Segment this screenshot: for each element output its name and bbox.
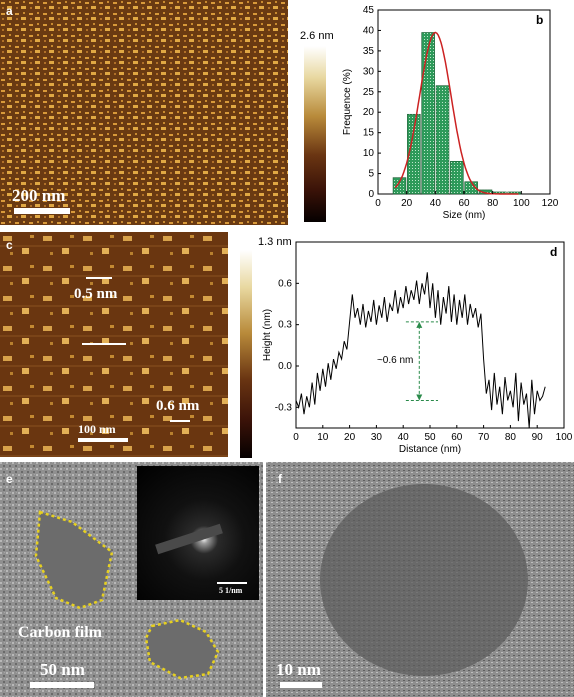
panel-letter-d: d (550, 245, 557, 259)
scale-label-f: 10 nm (276, 660, 321, 679)
x-tick-label-d: 10 (317, 432, 329, 443)
x-tick-label-b: 40 (430, 198, 442, 209)
beam-stop (155, 523, 223, 555)
histogram-bar (407, 113, 421, 195)
y-tick-label-b: 45 (363, 5, 375, 16)
y-tick-label-d: 0.6 (278, 278, 292, 289)
scale-bar-f (280, 682, 322, 688)
x-tick-label-b: 0 (375, 198, 381, 209)
carbon-film-label: Carbon film (18, 624, 102, 641)
inset-scale-bar (217, 582, 247, 584)
x-tick-label-b: 100 (513, 198, 530, 209)
x-tick-label-d: 30 (371, 432, 383, 443)
histogram-bar (450, 160, 464, 195)
y-tick-label-b: 40 (363, 25, 375, 36)
tem-image-f (266, 462, 574, 697)
chart-b: 0 20 40 60 80 100 120 0 5 10 15 20 25 30 35 40 45 Size (n… (342, 5, 559, 221)
x-tick-label-d: 100 (556, 432, 573, 443)
inset-scale-label: 5 1/nm (219, 586, 243, 595)
panel-c: c 0.5 nm 0.6 nm 100 nm (0, 232, 228, 457)
panel-letter-e: e (6, 472, 13, 486)
y-axis-label-d: Height (nm) (262, 309, 273, 361)
annot-bottom-c: 0.6 nm (156, 398, 200, 414)
colorbar-a (304, 46, 326, 222)
x-tick-label-d: 70 (478, 432, 490, 443)
x-tick-label-d: 20 (344, 432, 356, 443)
y-tick-label-b: 35 (363, 46, 375, 57)
scale-label-e: 50 nm (40, 660, 85, 679)
scale-bar-c (78, 438, 128, 442)
y-tick-label-b: 0 (368, 189, 374, 200)
y-tick-label-b: 30 (363, 66, 375, 77)
colorbar-label-a: 2.6 nm (300, 30, 334, 42)
panel-f: f 10 nm (266, 462, 574, 697)
histogram-bar (478, 189, 493, 195)
chart-d: 0 10 20 30 40 50 60 70 80 90 100 -0.3 0.0 0.3 0.6 Dista… (262, 241, 573, 455)
x-tick-label-d: 90 (532, 432, 544, 443)
histogram-bar (421, 32, 435, 195)
chart-d-frame (295, 241, 565, 429)
scale-bar-e (30, 682, 94, 688)
x-tick-label-b: 60 (458, 198, 470, 209)
annot-top-c: 0.5 nm (74, 286, 118, 302)
panel-e: 5 1/nm e Carbon film 50 nm (0, 462, 263, 697)
gaussian-fit-line (394, 31, 519, 195)
x-tick-label-d: 50 (424, 432, 436, 443)
panel-a: a 200 nm (0, 0, 288, 225)
annot-arrow-head-down (416, 394, 423, 401)
x-tick-label-b: 120 (542, 198, 559, 209)
scale-bar-a (14, 208, 70, 214)
x-tick-label-d: 80 (505, 432, 517, 443)
y-tick-label-d: -0.3 (275, 402, 293, 413)
scale-label-a: 200 nm (12, 186, 66, 205)
y-axis-label-b: Frequence (%) (342, 69, 353, 135)
annot-line-top (86, 277, 112, 279)
x-axis-label-b: Size (nm) (443, 210, 486, 221)
y-tick-label-d: 0.0 (278, 361, 292, 372)
histogram-bar (435, 85, 450, 195)
panel-letter-a: a (6, 4, 13, 18)
annot-line-bottom (170, 420, 190, 422)
saed-inset: 5 1/nm (137, 466, 259, 600)
panel-letter-f: f (278, 472, 282, 486)
x-tick-label-b: 80 (487, 198, 499, 209)
colorbar-c (240, 250, 252, 458)
panel-letter-b: b (536, 13, 543, 27)
histogram-bar (392, 177, 407, 195)
annot-line-mid (82, 343, 126, 345)
x-tick-label-d: 60 (451, 432, 463, 443)
afm-image-a (0, 0, 288, 225)
y-tick-label-d: 0.3 (278, 320, 292, 331)
x-tick-label-d: 40 (398, 432, 410, 443)
y-tick-label-b: 25 (363, 87, 375, 98)
y-tick-label-b: 15 (363, 128, 375, 139)
x-tick-label-d: 0 (293, 432, 299, 443)
y-tick-label-b: 20 (363, 107, 375, 118)
chart-b-frame (377, 9, 551, 195)
scale-label-c: 100 nm (78, 422, 116, 436)
colorbar-label-c: 1.3 nm (258, 236, 292, 248)
y-tick-label-b: 5 (368, 169, 374, 180)
panel-letter-c: c (6, 238, 13, 252)
height-profile-line (295, 272, 546, 429)
x-tick-label-b: 20 (401, 198, 413, 209)
annot-arrow-head-up (416, 321, 423, 328)
annot-text-d: ~0.6 nm (377, 355, 413, 366)
x-axis-label-d: Distance (nm) (399, 444, 461, 455)
y-tick-label-b: 10 (363, 148, 375, 159)
